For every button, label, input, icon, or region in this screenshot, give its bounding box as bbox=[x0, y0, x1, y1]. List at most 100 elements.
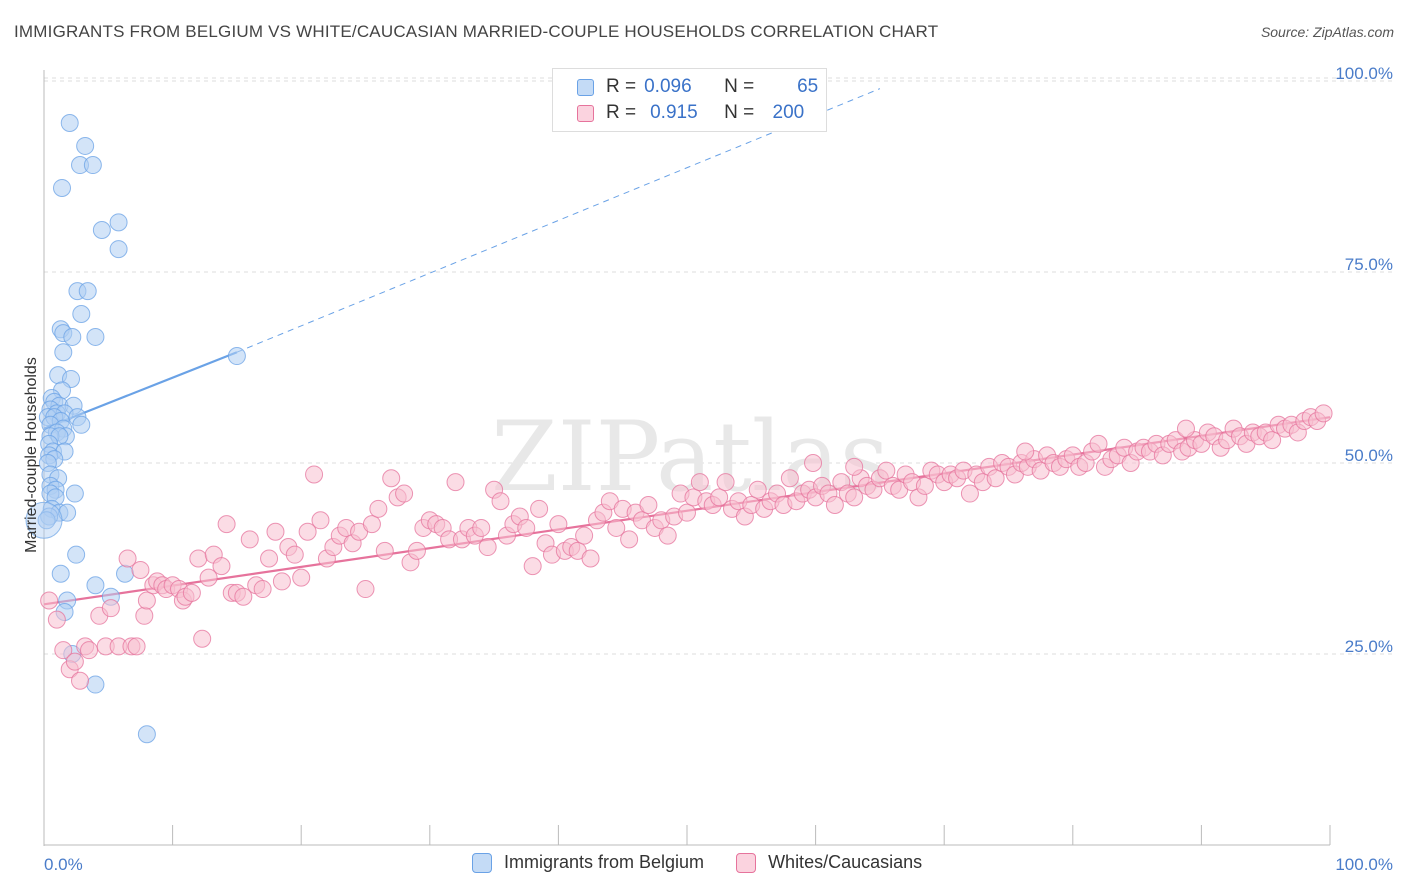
belgium-point bbox=[76, 136, 95, 155]
whites-point bbox=[80, 641, 99, 660]
trend-lines bbox=[43, 88, 1331, 606]
whites-point bbox=[47, 610, 66, 629]
whites-point bbox=[716, 473, 735, 492]
belgium-point bbox=[63, 327, 82, 346]
whites-point bbox=[65, 652, 84, 671]
whites-point bbox=[530, 499, 549, 518]
belgium-point bbox=[72, 305, 91, 324]
legend-swatch-belgium bbox=[472, 852, 492, 873]
grid-lines bbox=[44, 77, 1395, 655]
whites-point bbox=[478, 538, 497, 557]
legend-n-label: N = bbox=[724, 76, 755, 97]
belgium-point bbox=[92, 220, 111, 239]
tick-labels: 25.0% 50.0% 75.0% 100.0% 0.0% 100.0% bbox=[44, 64, 1393, 874]
whites-point bbox=[54, 641, 73, 660]
whites-point bbox=[1016, 442, 1035, 461]
whites-point bbox=[40, 591, 59, 610]
belgium-point bbox=[58, 503, 77, 522]
belgium-point bbox=[37, 511, 56, 530]
y-tick-label: 25.0% bbox=[1345, 637, 1393, 656]
whites-point bbox=[266, 522, 285, 541]
legend-swatch-whites bbox=[577, 104, 594, 122]
whites-point bbox=[272, 572, 291, 591]
whites-point bbox=[369, 499, 388, 518]
belgium-trend-extension bbox=[236, 88, 881, 353]
whites-point bbox=[472, 518, 491, 537]
whites-point bbox=[523, 557, 542, 576]
whites-point bbox=[182, 583, 201, 602]
whites-point bbox=[217, 515, 236, 534]
belgium-point bbox=[227, 347, 246, 366]
whites-point bbox=[825, 496, 844, 515]
data-points bbox=[25, 114, 1333, 744]
belgium-point bbox=[54, 343, 73, 362]
belgium-point bbox=[53, 178, 72, 197]
whites-point bbox=[1263, 431, 1282, 450]
whites-point bbox=[915, 476, 934, 495]
whites-point bbox=[877, 461, 896, 480]
whites-point bbox=[234, 587, 253, 606]
legend-r-value: 0.915 bbox=[650, 102, 698, 123]
whites-point bbox=[305, 465, 324, 484]
legend-r-label: R = bbox=[606, 76, 637, 97]
correlation-legend: R = 0.096 N = 65 R = 0.915 N = 200 bbox=[552, 68, 827, 132]
whites-point bbox=[960, 484, 979, 503]
whites-point bbox=[189, 549, 208, 568]
whites-point bbox=[292, 568, 311, 587]
belgium-point bbox=[109, 240, 128, 259]
whites-point bbox=[658, 526, 677, 545]
y-tick-label: 50.0% bbox=[1345, 446, 1393, 465]
belgium-point bbox=[137, 725, 156, 744]
legend-label-belgium: Immigrants from Belgium bbox=[504, 852, 705, 872]
belgium-point bbox=[65, 484, 84, 503]
legend-n-label: N = bbox=[724, 102, 755, 123]
whites-point bbox=[356, 580, 375, 599]
whites-point bbox=[845, 488, 864, 507]
whites-point bbox=[491, 492, 510, 511]
whites-point bbox=[549, 515, 568, 534]
chart-title: IMMIGRANTS FROM BELGIUM VS WHITE/CAUCASI… bbox=[14, 22, 939, 41]
legend-label-whites: Whites/Caucasians bbox=[768, 852, 923, 872]
belgium-point bbox=[25, 501, 63, 539]
legend-r-label: R = bbox=[606, 102, 637, 123]
whites-point bbox=[1089, 434, 1108, 453]
whites-point bbox=[446, 473, 465, 492]
whites-point bbox=[127, 637, 146, 656]
whites-point bbox=[407, 541, 426, 560]
whites-point bbox=[298, 522, 317, 541]
whites-point bbox=[240, 530, 259, 549]
belgium-point bbox=[67, 545, 86, 564]
series-legend: Immigrants from Belgium Whites/Caucasian… bbox=[472, 852, 954, 873]
whites-point bbox=[375, 541, 394, 560]
x-tick-label: 0.0% bbox=[44, 855, 83, 874]
whites-point bbox=[575, 526, 594, 545]
y-tick-label: 75.0% bbox=[1345, 255, 1393, 274]
legend-n-value: 65 bbox=[797, 76, 819, 97]
whites-point bbox=[199, 568, 218, 587]
legend-n-value: 200 bbox=[772, 102, 805, 123]
whites-point bbox=[804, 454, 823, 472]
whites-point bbox=[131, 560, 150, 579]
whites-point bbox=[137, 591, 156, 610]
whites-point bbox=[118, 549, 137, 568]
x-tick-label: 100.0% bbox=[1335, 855, 1393, 874]
whites-point bbox=[382, 469, 401, 488]
legend-item-whites[interactable]: Whites/Caucasians bbox=[736, 852, 922, 873]
whites-point bbox=[285, 545, 304, 564]
whites-point bbox=[1176, 419, 1195, 438]
belgium-point bbox=[109, 213, 128, 232]
belgium-point bbox=[116, 564, 135, 583]
whites-point bbox=[362, 515, 381, 534]
whites-point bbox=[311, 511, 330, 530]
whites-point bbox=[620, 530, 639, 549]
whites-point bbox=[395, 484, 414, 503]
whites-point bbox=[212, 557, 231, 576]
whites-point bbox=[748, 480, 767, 499]
whites-point bbox=[678, 503, 696, 522]
belgium-point bbox=[83, 156, 102, 175]
whites-point bbox=[639, 496, 658, 515]
y-axis-title: Married-couple Households bbox=[23, 357, 40, 553]
legend-item-belgium[interactable]: Immigrants from Belgium bbox=[472, 852, 704, 873]
whites-point bbox=[101, 599, 120, 618]
belgium-point bbox=[60, 114, 79, 133]
